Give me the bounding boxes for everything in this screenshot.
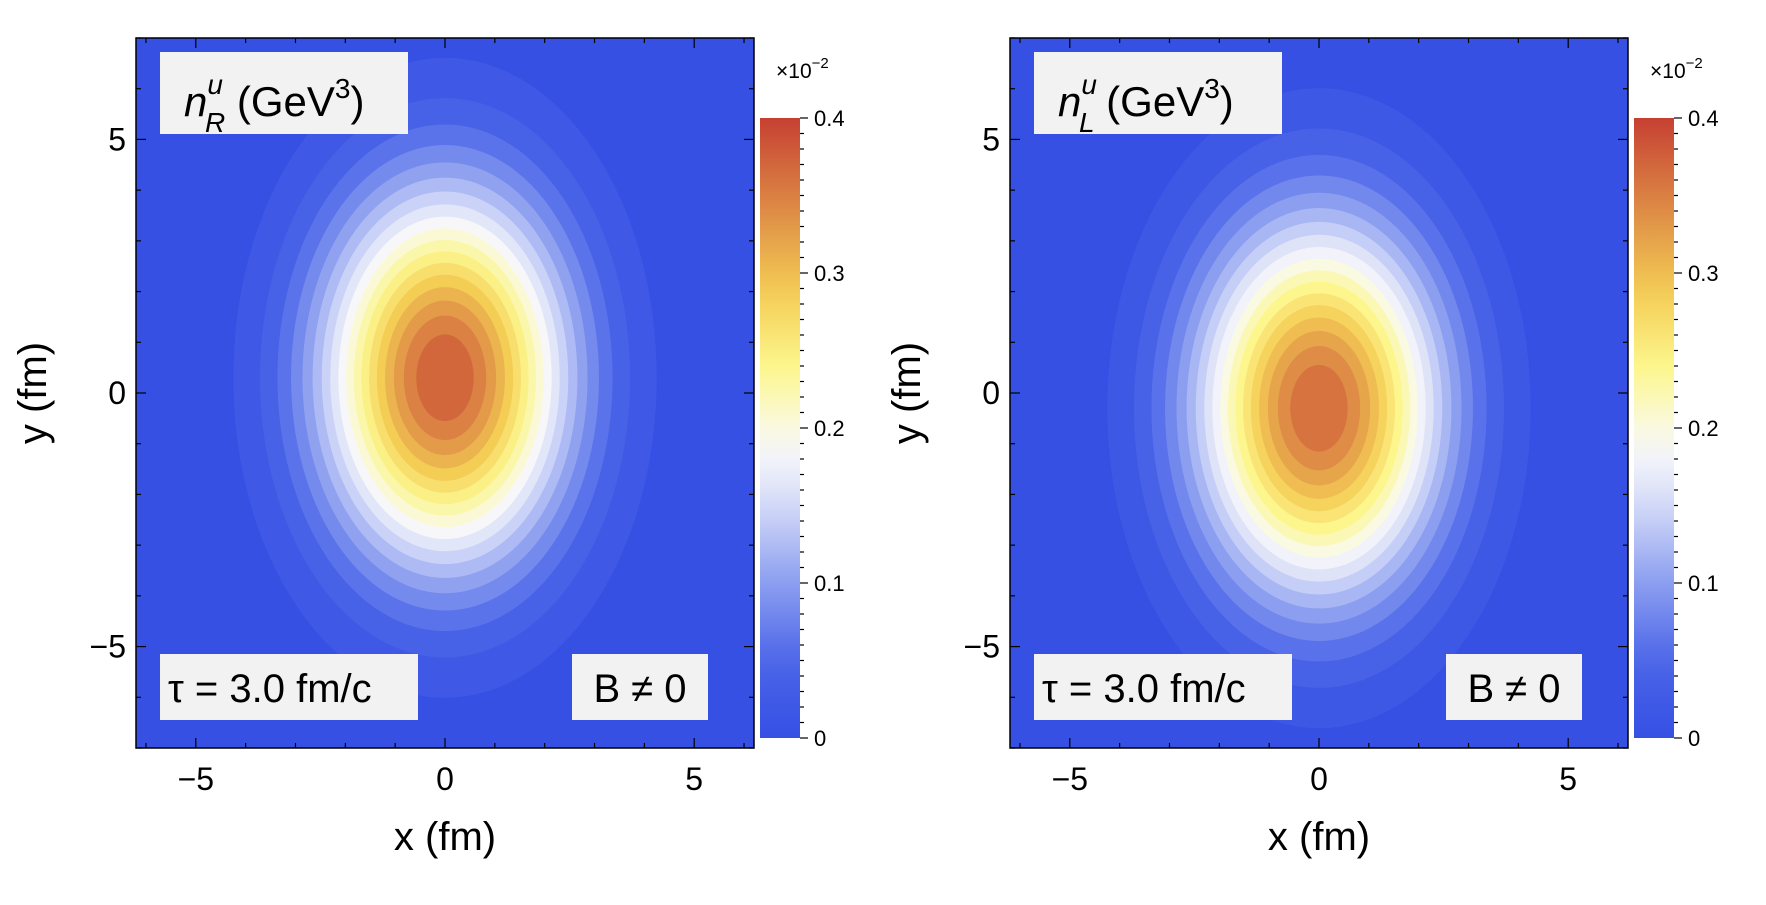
x-axis-title: x (fm) bbox=[394, 815, 496, 859]
y-tick-label: −5 bbox=[964, 629, 1000, 665]
title-base: n bbox=[184, 78, 207, 125]
colorbar-tick-label: 0 bbox=[814, 726, 826, 751]
field-annotation-box bbox=[572, 654, 708, 720]
y-tick-label: 5 bbox=[982, 121, 1000, 157]
field-annotation: B ≠ 0 bbox=[1467, 667, 1560, 711]
heatmap-panel-1: −5 0 5 −5 0 5 x (fm) y (fm) nu R (GeV3) τ = 3.0 fm… bbox=[11, 37, 845, 859]
title-superscript: u bbox=[207, 69, 223, 100]
colorbar-tick-label: 0.3 bbox=[814, 261, 845, 286]
colorbar-ramp bbox=[760, 118, 800, 738]
time-annotation-box bbox=[160, 654, 418, 720]
y-axis-title: y (fm) bbox=[11, 342, 55, 444]
field-annotation-box bbox=[1446, 654, 1582, 720]
panel-title: nu L (GeV3) bbox=[1058, 69, 1234, 138]
title-base: n bbox=[1058, 78, 1081, 125]
time-annotation-box bbox=[1034, 654, 1292, 720]
colorbar-tick-label: 0.2 bbox=[1688, 416, 1719, 441]
title-subscript: R bbox=[205, 107, 225, 138]
title-subscript: L bbox=[1079, 107, 1095, 138]
y-tick-label: 5 bbox=[108, 121, 126, 157]
colorbar-tick-label: 0.4 bbox=[1688, 106, 1719, 131]
colorbar-ramp bbox=[1634, 118, 1674, 738]
colorbar: 00.10.20.30.4×10−2 bbox=[1634, 55, 1719, 751]
colorbar-tick-label: 0.4 bbox=[814, 106, 845, 131]
colorbar-scale-base: ×10 bbox=[1650, 60, 1686, 83]
title-box bbox=[1034, 52, 1282, 134]
colorbar-scale-base: ×10 bbox=[776, 60, 812, 83]
y-tick-label: −5 bbox=[90, 629, 126, 665]
x-axis-title: x (fm) bbox=[1268, 815, 1370, 859]
x-tick-label: 0 bbox=[436, 761, 454, 797]
y-tick-label: 0 bbox=[108, 375, 126, 411]
x-tick-label: 5 bbox=[1559, 761, 1577, 797]
axis-ticks bbox=[1010, 37, 1628, 749]
colorbar-tick-label: 0 bbox=[1688, 726, 1700, 751]
x-tick-label: 5 bbox=[685, 761, 703, 797]
contour-bands bbox=[1107, 88, 1531, 729]
title-unit: (GeV bbox=[225, 78, 335, 125]
colorbar-tick-label: 0.2 bbox=[814, 416, 845, 441]
contour-band bbox=[416, 334, 474, 422]
contour-band bbox=[1290, 364, 1348, 452]
colorbar-scale-label: ×10−2 bbox=[1650, 55, 1703, 83]
heatmap-panel-2: −5 0 5 −5 0 5 x (fm) y (fm) nu L (GeV3) τ = 3.0 fm… bbox=[885, 37, 1719, 859]
axis-ticks bbox=[136, 37, 754, 749]
title-unit: (GeV bbox=[1095, 78, 1205, 125]
colorbar-scale-exponent: −2 bbox=[812, 55, 829, 72]
title-superscript: u bbox=[1081, 69, 1097, 100]
colorbar-tick-label: 0.1 bbox=[1688, 571, 1719, 596]
y-tick-label: 0 bbox=[982, 375, 1000, 411]
y-axis-title: y (fm) bbox=[885, 342, 929, 444]
colorbar-scale-label: ×10−2 bbox=[776, 55, 829, 83]
title-unit-exponent: 3 bbox=[335, 73, 351, 104]
colorbar: 00.10.20.30.4×10−2 bbox=[760, 55, 845, 751]
title-unit-close: ) bbox=[350, 78, 364, 125]
colorbar-ticks bbox=[1674, 117, 1682, 739]
contour-bands bbox=[233, 57, 657, 698]
x-tick-label: 0 bbox=[1310, 761, 1328, 797]
time-annotation: τ = 3.0 fm/c bbox=[168, 667, 372, 711]
colorbar-tick-label: 0.3 bbox=[1688, 261, 1719, 286]
colorbar-ticks bbox=[800, 117, 808, 739]
x-tick-label: −5 bbox=[178, 761, 214, 797]
field-annotation: B ≠ 0 bbox=[593, 667, 686, 711]
title-box bbox=[160, 52, 408, 134]
colorbar-scale-exponent: −2 bbox=[1686, 55, 1703, 72]
title-unit-close: ) bbox=[1220, 78, 1234, 125]
title-unit-exponent: 3 bbox=[1204, 73, 1220, 104]
time-annotation: τ = 3.0 fm/c bbox=[1042, 667, 1246, 711]
panel-title: nu R (GeV3) bbox=[184, 69, 364, 138]
x-tick-label: −5 bbox=[1052, 761, 1088, 797]
colorbar-tick-label: 0.1 bbox=[814, 571, 845, 596]
